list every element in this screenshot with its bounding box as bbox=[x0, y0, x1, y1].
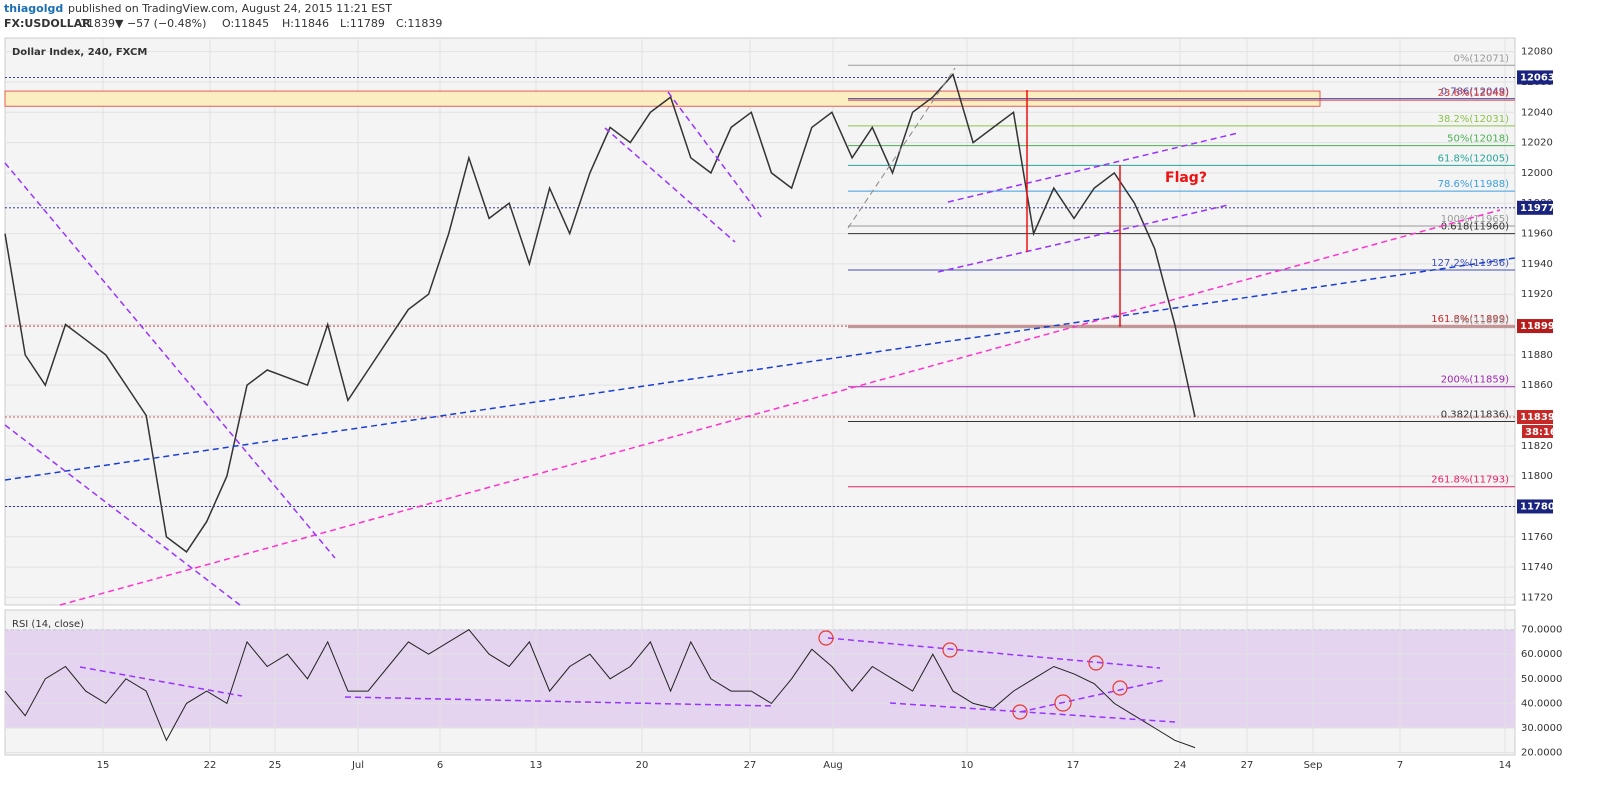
change: ▼ −57 (−0.48%) bbox=[115, 17, 206, 30]
x-tick-label: 7 bbox=[1397, 760, 1403, 771]
x-tick-label: Aug bbox=[823, 760, 843, 771]
circle bbox=[1012, 704, 1028, 720]
x-tick-label: 24 bbox=[1174, 760, 1187, 771]
price-tag-label: 11899 bbox=[1520, 321, 1555, 332]
price-pane bbox=[4, 37, 1516, 606]
circle bbox=[942, 642, 958, 658]
x-tick-label: 27 bbox=[1241, 760, 1254, 771]
price-tag bbox=[1517, 70, 1553, 85]
x-tick-label: 15 bbox=[97, 760, 110, 771]
circle bbox=[1054, 694, 1072, 712]
y-tick-label: 11720 bbox=[1521, 592, 1553, 603]
fib-anchor bbox=[847, 67, 956, 229]
low: L:11789 bbox=[340, 17, 385, 30]
circle bbox=[1112, 680, 1128, 696]
y-tick-label: 20.0000 bbox=[1521, 748, 1562, 759]
trendline bbox=[667, 91, 763, 219]
fib-label: 78.6%(11988) bbox=[1438, 179, 1509, 190]
chart-title: Dollar Index, 240, FXCM bbox=[12, 47, 147, 58]
close: C:11839 bbox=[396, 17, 442, 30]
annotation: Flag? bbox=[1165, 170, 1207, 186]
fib-label: 38.2%(12031) bbox=[1438, 114, 1509, 125]
y-tick-label: 50.0000 bbox=[1521, 674, 1562, 685]
price-tag bbox=[1517, 319, 1553, 334]
trendline bbox=[827, 637, 1161, 669]
y-tick-label: 11860 bbox=[1521, 380, 1553, 391]
price-tag-label: 11839 bbox=[1520, 412, 1555, 423]
x-tick-label: 25 bbox=[269, 760, 282, 771]
price-tag bbox=[1517, 410, 1553, 425]
rsi-title: RSI (14, close) bbox=[12, 619, 84, 630]
y-tick-label: 12040 bbox=[1521, 107, 1553, 118]
y-tick-label: 12080 bbox=[1521, 47, 1553, 58]
open: O:11845 bbox=[222, 17, 269, 30]
series-line bbox=[4, 72, 1196, 553]
arrows bbox=[1026, 90, 1121, 327]
fib-label: 127.2%(11936) bbox=[1431, 258, 1509, 269]
series-line bbox=[4, 629, 1196, 749]
fib-label: 50%(12018) bbox=[1447, 134, 1509, 145]
price-tag bbox=[1517, 200, 1553, 215]
y-tick-label: 11920 bbox=[1521, 289, 1553, 300]
trendline bbox=[344, 696, 776, 707]
price-tag bbox=[1517, 499, 1553, 514]
fib-label: 0.618(11960) bbox=[1441, 222, 1509, 233]
price-tag-label: 11780 bbox=[1520, 501, 1555, 512]
trendline bbox=[4, 162, 336, 559]
circle bbox=[818, 630, 834, 646]
x-tick-label: 6 bbox=[437, 760, 443, 771]
y-tick-label: 60.0000 bbox=[1521, 649, 1562, 660]
trendline bbox=[604, 127, 736, 243]
trendline bbox=[1019, 679, 1166, 713]
countdown-tag bbox=[1522, 425, 1553, 439]
x-tick-label: 20 bbox=[636, 760, 649, 771]
symbol: FX:USDOLLAR bbox=[4, 17, 91, 30]
circle bbox=[1088, 655, 1104, 671]
trendline bbox=[4, 257, 1516, 481]
fib-label: 61.8%(12005) bbox=[1438, 153, 1509, 164]
fib-label: 0%(12071) bbox=[1454, 53, 1510, 64]
y-tick-label: 11800 bbox=[1521, 471, 1553, 482]
y-tick-label: 11960 bbox=[1521, 229, 1553, 240]
x-tick-label: 13 bbox=[530, 760, 543, 771]
fib-label: 200%(11859) bbox=[1441, 375, 1509, 386]
fib-label: 0.382(11836) bbox=[1441, 410, 1509, 421]
fib-label: 0%(11898) bbox=[1454, 316, 1510, 327]
fib-label: 161.8%(11899) bbox=[1431, 314, 1509, 325]
x-tick-label: Jul bbox=[351, 760, 364, 771]
price-tag-label: 12063 bbox=[1520, 72, 1555, 83]
x-tick-label: 14 bbox=[1499, 760, 1512, 771]
y-tick-label: 70.0000 bbox=[1521, 625, 1562, 636]
price-tag-label: 11977 bbox=[1520, 203, 1555, 214]
y-tick-label: 11760 bbox=[1521, 532, 1553, 543]
x-tick-label: 22 bbox=[204, 760, 217, 771]
trendline bbox=[59, 209, 1501, 606]
last: 11839 bbox=[80, 17, 115, 30]
y-tick-label: 12020 bbox=[1521, 138, 1553, 149]
fib-label: 261.8%(11793) bbox=[1431, 475, 1509, 486]
y-tick-label: 11740 bbox=[1521, 562, 1553, 573]
y-tick-label: 11880 bbox=[1521, 350, 1553, 361]
published: published on TradingView.com, August 24,… bbox=[68, 2, 392, 15]
high: H:11846 bbox=[282, 17, 329, 30]
author[interactable]: thiagolgd bbox=[4, 2, 63, 15]
fib-label: 100%(11965) bbox=[1441, 214, 1509, 225]
y-tick-label: 11820 bbox=[1521, 441, 1553, 452]
fib-label: 23.6%(12048) bbox=[1438, 88, 1509, 99]
y-tick-label: 11940 bbox=[1521, 259, 1553, 270]
x-tick-label: Sep bbox=[1304, 760, 1323, 771]
y-tick-label: 40.0000 bbox=[1521, 698, 1562, 709]
trendline bbox=[889, 702, 1176, 723]
y-tick-label: 12000 bbox=[1521, 168, 1553, 179]
x-tick-label: 17 bbox=[1067, 760, 1080, 771]
x-tick-label: 27 bbox=[744, 760, 757, 771]
trendlines bbox=[4, 67, 1516, 723]
countdown: 38:16 bbox=[1525, 427, 1557, 438]
trendline bbox=[79, 666, 243, 697]
fib-label: 0.786(12049) bbox=[1441, 87, 1509, 98]
x-tick-label: 10 bbox=[961, 760, 974, 771]
y-tick-label: 30.0000 bbox=[1521, 723, 1562, 734]
rsi-circles bbox=[818, 630, 1128, 720]
